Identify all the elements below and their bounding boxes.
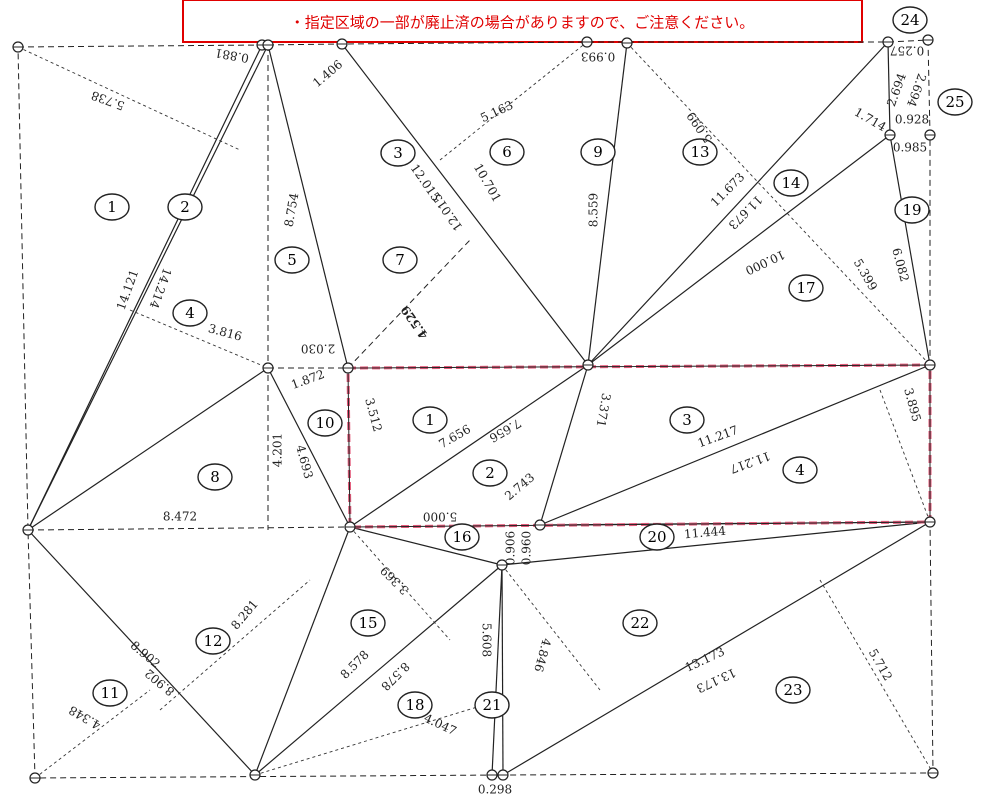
measurement: 5.000	[423, 510, 457, 524]
measurement: 3.816	[207, 321, 244, 343]
region-number: 17	[796, 279, 815, 297]
region-number: 24	[900, 11, 919, 29]
measurement: 4.693	[293, 443, 315, 480]
region-number: 14	[781, 174, 800, 192]
region-number: 6	[502, 143, 512, 161]
measurement: 0.881	[214, 46, 250, 66]
measurement: 1.714	[852, 105, 889, 134]
measurement: 0.985	[893, 141, 927, 155]
measurement: 5.712	[866, 646, 895, 683]
measurement: 4.529	[398, 303, 431, 342]
measurement: 5.399	[851, 256, 880, 293]
measurement: 0.928	[895, 113, 929, 127]
region-number: 2	[180, 198, 190, 216]
region-number: 12	[203, 632, 222, 650]
measurement: 8.578	[338, 648, 372, 682]
measurement: 0.257	[890, 44, 924, 58]
region-number: 3	[393, 144, 403, 162]
region-number: 2	[485, 464, 495, 482]
measurement: 14.121	[114, 268, 142, 312]
region-number: 10	[315, 414, 334, 432]
measurement: 11.673	[726, 193, 766, 233]
measurement: 13.173	[694, 665, 738, 695]
region-number: 15	[358, 614, 377, 632]
measurement: 10.000	[743, 247, 787, 277]
region-number: 22	[630, 614, 649, 632]
measurement: 5.608	[480, 623, 494, 657]
measurement: 5.738	[89, 88, 126, 113]
region-number: 8	[210, 468, 220, 486]
region-number: 4	[185, 304, 195, 322]
measurement: 8.472	[163, 510, 197, 524]
measurement: 0.298	[478, 783, 512, 795]
measurement: 10.701	[471, 161, 504, 204]
measurement: 1.406	[310, 57, 345, 90]
measurement: 8.902	[128, 638, 163, 671]
measurement: 11.444	[683, 524, 726, 542]
measurement: 3.895	[901, 386, 923, 423]
region-number: 1	[107, 198, 117, 216]
measurement: 4.201	[271, 433, 285, 467]
region-number: 20	[647, 528, 666, 546]
parcel-edge	[348, 365, 930, 527]
measurement: 13.173	[683, 644, 727, 674]
region-number: 18	[405, 696, 424, 714]
measurement: 5.099	[684, 109, 715, 145]
region-number: 16	[452, 528, 471, 546]
measurement: 2.030	[301, 342, 335, 356]
survey-diagram: ・指定区域の一部が廃止済の場合がありますので、ご注意ください。 12345678…	[0, 0, 990, 795]
region-number: 21	[482, 696, 501, 714]
measurement: 8.902	[142, 666, 177, 699]
measurement: 11.673	[708, 170, 748, 210]
measurement: 6.082	[889, 246, 911, 283]
measurement: 14.214	[147, 266, 175, 311]
region-number: 1	[425, 411, 435, 429]
region-number: 3	[682, 411, 692, 429]
measurement: 7.656	[487, 416, 524, 445]
region-number: 4	[795, 461, 805, 479]
measurement: 11.217	[728, 449, 772, 477]
measurement: 4.348	[66, 703, 103, 732]
region-number: 23	[783, 681, 802, 699]
measurement: 8.754	[282, 191, 302, 228]
region-number: 19	[902, 201, 921, 219]
region-number: 9	[593, 143, 603, 161]
measurement: 3.369	[378, 563, 412, 597]
measurement: 5.163	[478, 98, 515, 125]
measurement: 3.371	[594, 392, 614, 428]
region-number: 25	[945, 93, 964, 111]
notice-text: ・指定区域の一部が廃止済の場合がありますので、ご注意ください。	[290, 14, 754, 32]
region-number: 5	[287, 251, 297, 269]
measurement: 4.047	[422, 711, 459, 738]
measurement: 8.559	[587, 193, 601, 227]
region-number: 7	[395, 251, 405, 269]
measurement: 4.846	[531, 637, 553, 674]
region-number: 13	[690, 143, 709, 161]
measurement: 8.578	[378, 659, 412, 693]
measurement: 0.906	[504, 531, 518, 565]
measurement: 0.993	[581, 50, 615, 64]
measurement: 3.512	[362, 396, 384, 433]
region-number: 11	[100, 684, 119, 702]
parcel-outline	[348, 365, 930, 527]
measurement: 1.872	[289, 367, 326, 392]
measurement: 0.960	[520, 531, 534, 565]
